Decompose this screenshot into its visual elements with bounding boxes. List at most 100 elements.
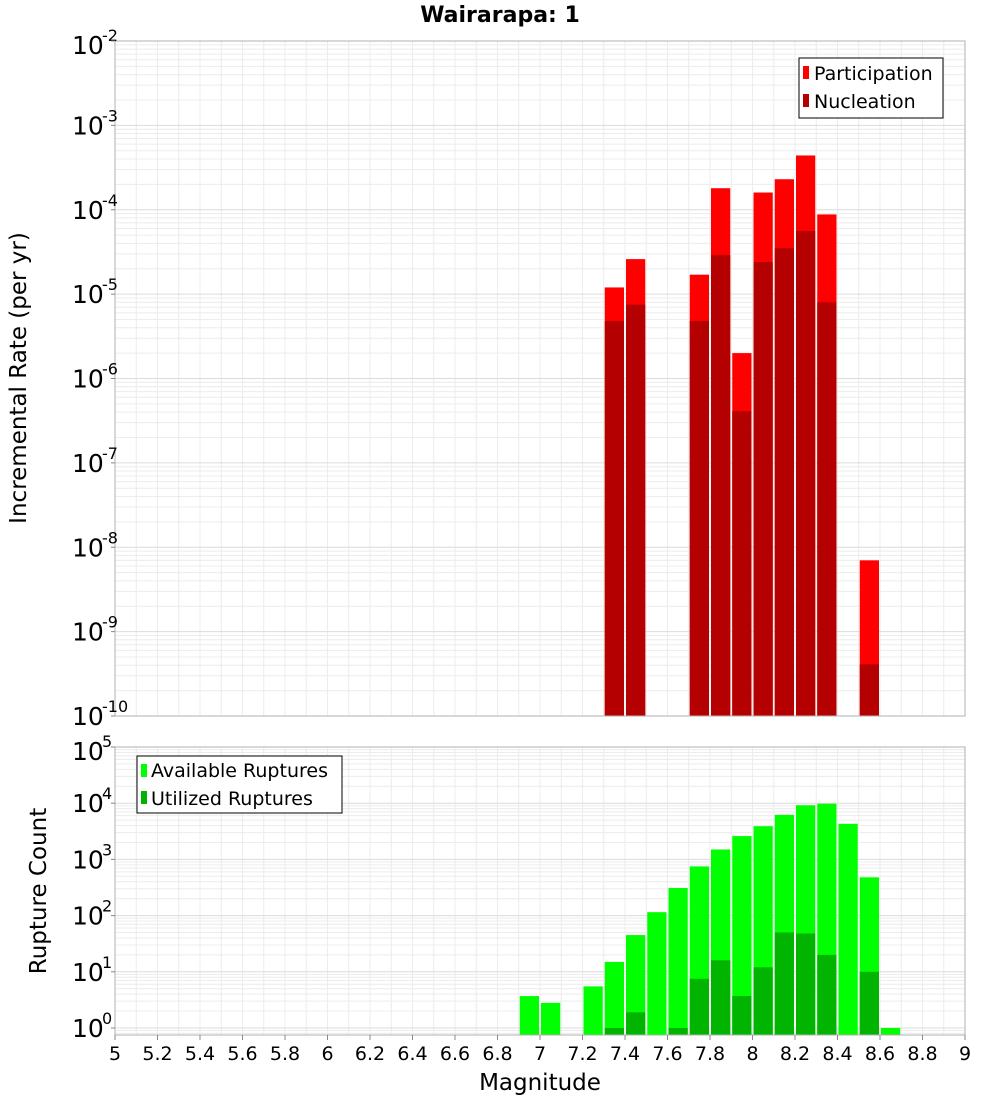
available-legend-label: Available Ruptures xyxy=(151,760,328,782)
nucleation-bar xyxy=(817,302,837,716)
x-tick-label: 7.2 xyxy=(567,1043,597,1065)
rate-y-tick-base: 10 xyxy=(72,533,104,562)
rupture-y-tick: 103 xyxy=(72,840,115,874)
nucleation-bar xyxy=(859,664,879,716)
x-tick-label: 8.8 xyxy=(907,1043,937,1065)
nucleation-bar xyxy=(604,321,624,716)
rupture-y-tick-base: 10 xyxy=(72,958,104,987)
rupture-y-tick: 101 xyxy=(72,953,115,987)
x-tick-label: 6.8 xyxy=(482,1043,512,1065)
x-tick-label: 6.2 xyxy=(355,1043,385,1065)
x-tick-label: 5 xyxy=(109,1043,121,1065)
rate-bars xyxy=(604,155,879,717)
utilized-ruptures-bar xyxy=(732,996,752,1035)
nucleation-bar xyxy=(753,262,773,716)
rupture-y-tick-base: 10 xyxy=(72,789,104,818)
utilized-ruptures-bar xyxy=(859,971,879,1035)
x-tick-label: 7 xyxy=(534,1043,546,1065)
rate-y-tick: 10-5 xyxy=(72,275,118,309)
rupture-y-tick-base: 10 xyxy=(72,737,104,766)
rate-y-tick-exponent: -4 xyxy=(102,191,118,210)
rupture-y-tick-exponent: 2 xyxy=(102,897,112,916)
rupture-y-tick-base: 10 xyxy=(72,902,104,931)
utilized-ruptures-bar xyxy=(753,967,773,1035)
available-ruptures-bar xyxy=(541,1002,561,1035)
rate-y-ticks: 10-210-310-410-510-610-710-810-910-10 xyxy=(72,26,128,731)
rate-y-tick-base: 10 xyxy=(72,365,104,394)
available-ruptures-bar xyxy=(583,986,603,1035)
rate-y-tick-base: 10 xyxy=(72,449,104,478)
available-ruptures-bar xyxy=(732,836,752,1035)
rupture-y-tick: 102 xyxy=(72,897,115,931)
x-tick-label: 7.4 xyxy=(610,1043,640,1065)
rate-y-tick: 10-2 xyxy=(72,26,118,60)
utilized-ruptures-bar xyxy=(796,933,816,1035)
nucleation-legend-swatch xyxy=(803,94,809,107)
rate-panel: 10-210-310-410-510-610-710-810-910-10 In… xyxy=(6,26,966,731)
rupture-y-tick-exponent: 3 xyxy=(102,840,112,859)
rupture-y-tick: 105 xyxy=(72,732,115,766)
x-tick-label: 8.2 xyxy=(780,1043,810,1065)
available-ruptures-bar xyxy=(626,935,646,1035)
rate-y-tick-exponent: -5 xyxy=(102,275,118,294)
rate-y-tick: 10-4 xyxy=(72,191,118,225)
rate-y-tick-exponent: -8 xyxy=(102,528,118,547)
x-tick-label: 8.4 xyxy=(822,1043,852,1065)
rate-y-tick-exponent: -9 xyxy=(102,613,118,632)
rate-y-tick: 10-7 xyxy=(72,444,118,478)
x-tick-label: 7.8 xyxy=(695,1043,725,1065)
available-ruptures-bar xyxy=(838,823,858,1035)
x-tick-label: 6.6 xyxy=(440,1043,470,1065)
x-tick-label: 5.6 xyxy=(227,1043,257,1065)
rate-y-tick-base: 10 xyxy=(72,702,104,731)
rupture-y-tick: 104 xyxy=(72,784,115,818)
x-tick-label: 8 xyxy=(746,1043,758,1065)
utilized-ruptures-bar xyxy=(668,1027,688,1035)
rupture-bars xyxy=(519,803,901,1035)
x-tick-label: 6 xyxy=(321,1043,333,1065)
rupture-y-tick-base: 10 xyxy=(72,1014,104,1043)
x-tick-label: 8.6 xyxy=(865,1043,895,1065)
nucleation-bar xyxy=(711,255,731,716)
available-ruptures-bar xyxy=(647,912,667,1035)
utilized-ruptures-bar xyxy=(604,1027,624,1035)
rupture-y-tick-exponent: 4 xyxy=(102,784,112,803)
x-tick-label: 5.4 xyxy=(185,1043,215,1065)
rate-y-tick-exponent: -7 xyxy=(102,444,118,463)
chart-title: Wairarapa: 1 xyxy=(420,3,580,28)
nucleation-bar xyxy=(689,321,709,716)
utilized-ruptures-bar xyxy=(774,932,794,1035)
x-tick-label: 6.4 xyxy=(397,1043,427,1065)
rupture-y-tick-exponent: 0 xyxy=(102,1009,112,1028)
utilized-ruptures-bar xyxy=(689,978,709,1035)
rate-y-tick: 10-3 xyxy=(72,106,118,140)
rate-y-tick: 10-9 xyxy=(72,613,118,647)
rate-grid xyxy=(114,40,966,717)
rate-y-tick: 10-10 xyxy=(72,697,128,731)
rupture-y-tick-exponent: 1 xyxy=(102,953,112,972)
available-ruptures-bar xyxy=(604,961,624,1035)
x-tick-label: 5.8 xyxy=(270,1043,300,1065)
available-legend-swatch xyxy=(141,764,147,777)
participation-legend-label: Participation xyxy=(814,63,933,85)
available-ruptures-bar xyxy=(519,996,539,1035)
nucleation-legend-label: Nucleation xyxy=(814,91,916,113)
rupture-legend-box xyxy=(136,755,343,814)
utilized-legend-label: Utilized Ruptures xyxy=(151,788,313,810)
utilized-ruptures-bar xyxy=(817,954,837,1035)
rate-y-tick-base: 10 xyxy=(72,111,104,140)
x-axis-ticks: 5 5.2 5.4 5.6 5.8 6 6.2 6.4 6.6 6.8 7 7.2 7.4 7.6 7.8 8… xyxy=(109,1035,971,1065)
rate-y-tick-exponent: -10 xyxy=(102,697,128,716)
nucleation-bar xyxy=(796,230,816,716)
utilized-ruptures-bar xyxy=(711,960,731,1035)
rate-y-tick-exponent: -2 xyxy=(102,26,118,45)
rate-y-tick-base: 10 xyxy=(72,31,104,60)
x-axis-label: Magnitude xyxy=(479,1070,601,1096)
rate-y-tick: 10-8 xyxy=(72,528,118,562)
rate-y-tick: 10-6 xyxy=(72,360,118,394)
x-tick-label: 5.2 xyxy=(142,1043,172,1065)
rate-y-tick-base: 10 xyxy=(72,280,104,309)
